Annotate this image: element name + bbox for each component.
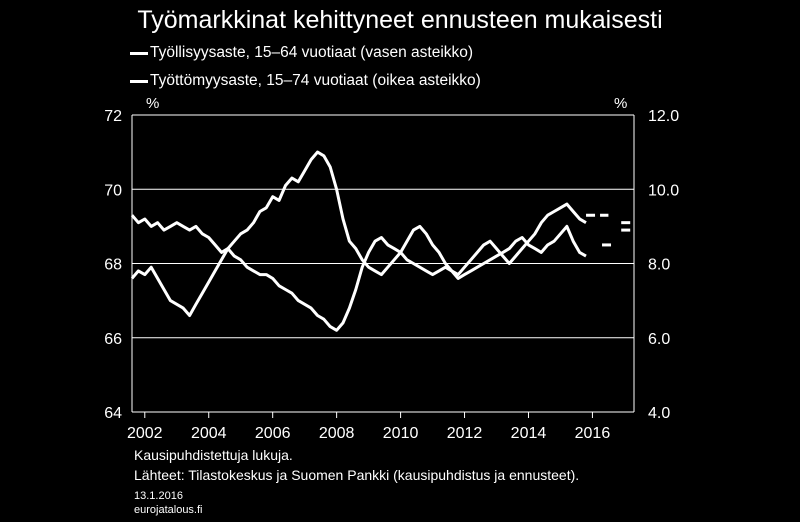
x-tick-label-6: 2014 <box>511 425 547 442</box>
x-tick-label-5: 2012 <box>447 425 483 442</box>
right-tick-label-4: 12.0 <box>648 108 679 125</box>
legend-item-unemployment: Työttömyysaste, 15–74 vuotiaat (oikea as… <box>130 72 481 90</box>
left-tick-label-4: 72 <box>104 108 122 125</box>
x-tick-label-7: 2016 <box>575 425 611 442</box>
note-seasonally-adjusted: Kausipuhdistettuja lukuja. <box>134 447 293 463</box>
left-tick-label-1: 66 <box>104 331 122 348</box>
left-tick-label-0: 64 <box>104 405 122 422</box>
x-tick-label-1: 2004 <box>191 425 227 442</box>
legend-item-employment: Työllisyysaste, 15–64 vuotiaat (vasen as… <box>130 44 473 62</box>
left-tick-label-2: 68 <box>104 257 122 274</box>
note-site: eurojatalous.fi <box>134 504 203 516</box>
left-tick-label-3: 70 <box>104 182 122 199</box>
note-date: 13.1.2016 <box>134 490 183 502</box>
right-tick-label-3: 10.0 <box>648 182 679 199</box>
left-axis-unit: % <box>146 95 160 112</box>
right-tick-label-2: 8.0 <box>648 257 670 274</box>
x-tick-label-4: 2010 <box>383 425 419 442</box>
right-axis-unit: % <box>614 95 628 112</box>
right-tick-label-1: 6.0 <box>648 331 670 348</box>
chart-title: Työmarkkinat kehittyneet ennusteen mukai… <box>137 6 663 34</box>
x-tick-label-0: 2002 <box>127 425 163 442</box>
series-line-unemployment <box>130 214 587 332</box>
x-tick-label-3: 2008 <box>319 425 355 442</box>
legend-label-employment: Työllisyysaste, 15–64 vuotiaat (vasen as… <box>150 44 474 61</box>
legend-swatch-unemployment <box>130 79 148 83</box>
x-tick-label-2: 2006 <box>255 425 291 442</box>
right-tick-label-0: 4.0 <box>648 405 670 422</box>
legend-swatch-employment <box>130 51 148 55</box>
note-sources: Lähteet: Tilastokeskus ja Suomen Pankki … <box>134 467 580 483</box>
series-line-employment <box>130 150 587 317</box>
legend-label-unemployment: Työttömyysaste, 15–74 vuotiaat (oikea as… <box>150 72 481 89</box>
